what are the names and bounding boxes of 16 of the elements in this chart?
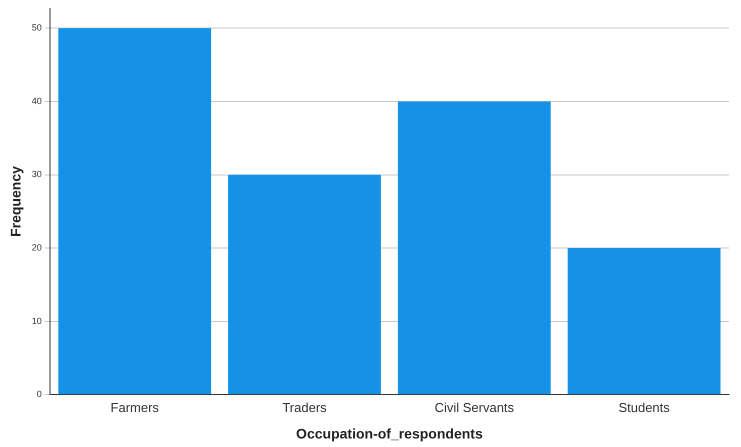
- y-tick-label: 40: [32, 96, 42, 106]
- x-tick-label: Farmers: [110, 400, 160, 415]
- y-axis-title: Frequency: [7, 166, 24, 237]
- x-tick-label: Students: [618, 400, 670, 415]
- y-tick-label: 30: [32, 169, 42, 180]
- y-tick-label: 20: [32, 242, 42, 253]
- bar: [58, 28, 212, 394]
- bar: [398, 101, 551, 394]
- y-tick-label: 0: [36, 389, 42, 400]
- x-axis-title: Occupation-of_respondents: [296, 425, 483, 442]
- y-tick-label: 50: [32, 22, 42, 33]
- bar: [228, 174, 381, 394]
- y-tick-label: 10: [32, 316, 42, 326]
- x-tick-label: Traders: [282, 400, 328, 415]
- bar: [568, 248, 721, 394]
- x-tick-label: Civil Servants: [434, 400, 515, 415]
